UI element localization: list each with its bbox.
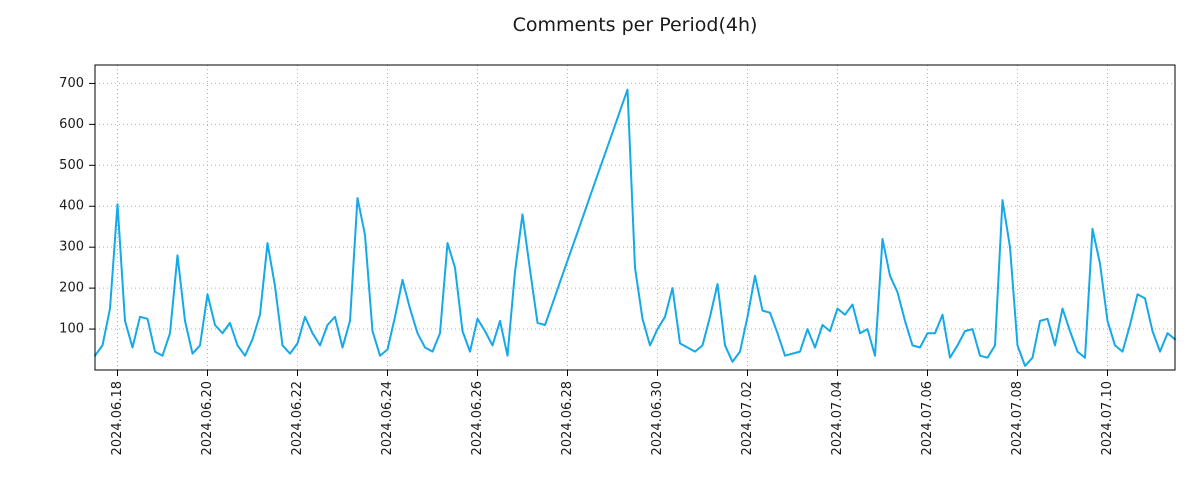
x-tick-label: 2024.06.24 [380,381,395,455]
x-tick-label: 2024.06.20 [200,381,215,455]
x-tick-label: 2024.07.10 [1100,381,1115,455]
y-tick-label: 100 [59,322,84,337]
x-tick-label: 2024.07.08 [1010,381,1025,455]
y-tick-label: 300 [59,240,84,255]
x-tick-label: 2024.06.30 [650,381,665,455]
y-tick-label: 500 [59,158,84,173]
x-tick-label: 2024.07.06 [920,381,935,455]
y-tick-labels: 100 200 300 400 500 600 700 [59,76,84,337]
y-tick-label: 700 [59,76,84,91]
series-line [94,88,1176,367]
x-tick-label: 2024.06.18 [110,381,125,455]
y-tick-label: 600 [59,117,84,132]
x-tick-label: 2024.06.22 [290,381,305,455]
x-tick-label: 2024.06.26 [470,381,485,455]
x-tick-label: 2024.07.02 [740,381,755,455]
chart-title: Comments per Period(4h) [512,14,758,36]
tick-marks [89,82,1108,376]
plot-border [94,64,1176,371]
x-tick-label: 2024.06.28 [560,381,575,455]
x-tick-labels: 2024.06.18 2024.06.20 2024.06.22 2024.06.24… [110,381,1115,455]
x-tick-label: 2024.07.04 [830,381,845,455]
y-tick-label: 200 [59,281,84,296]
y-tick-label: 400 [59,199,84,214]
